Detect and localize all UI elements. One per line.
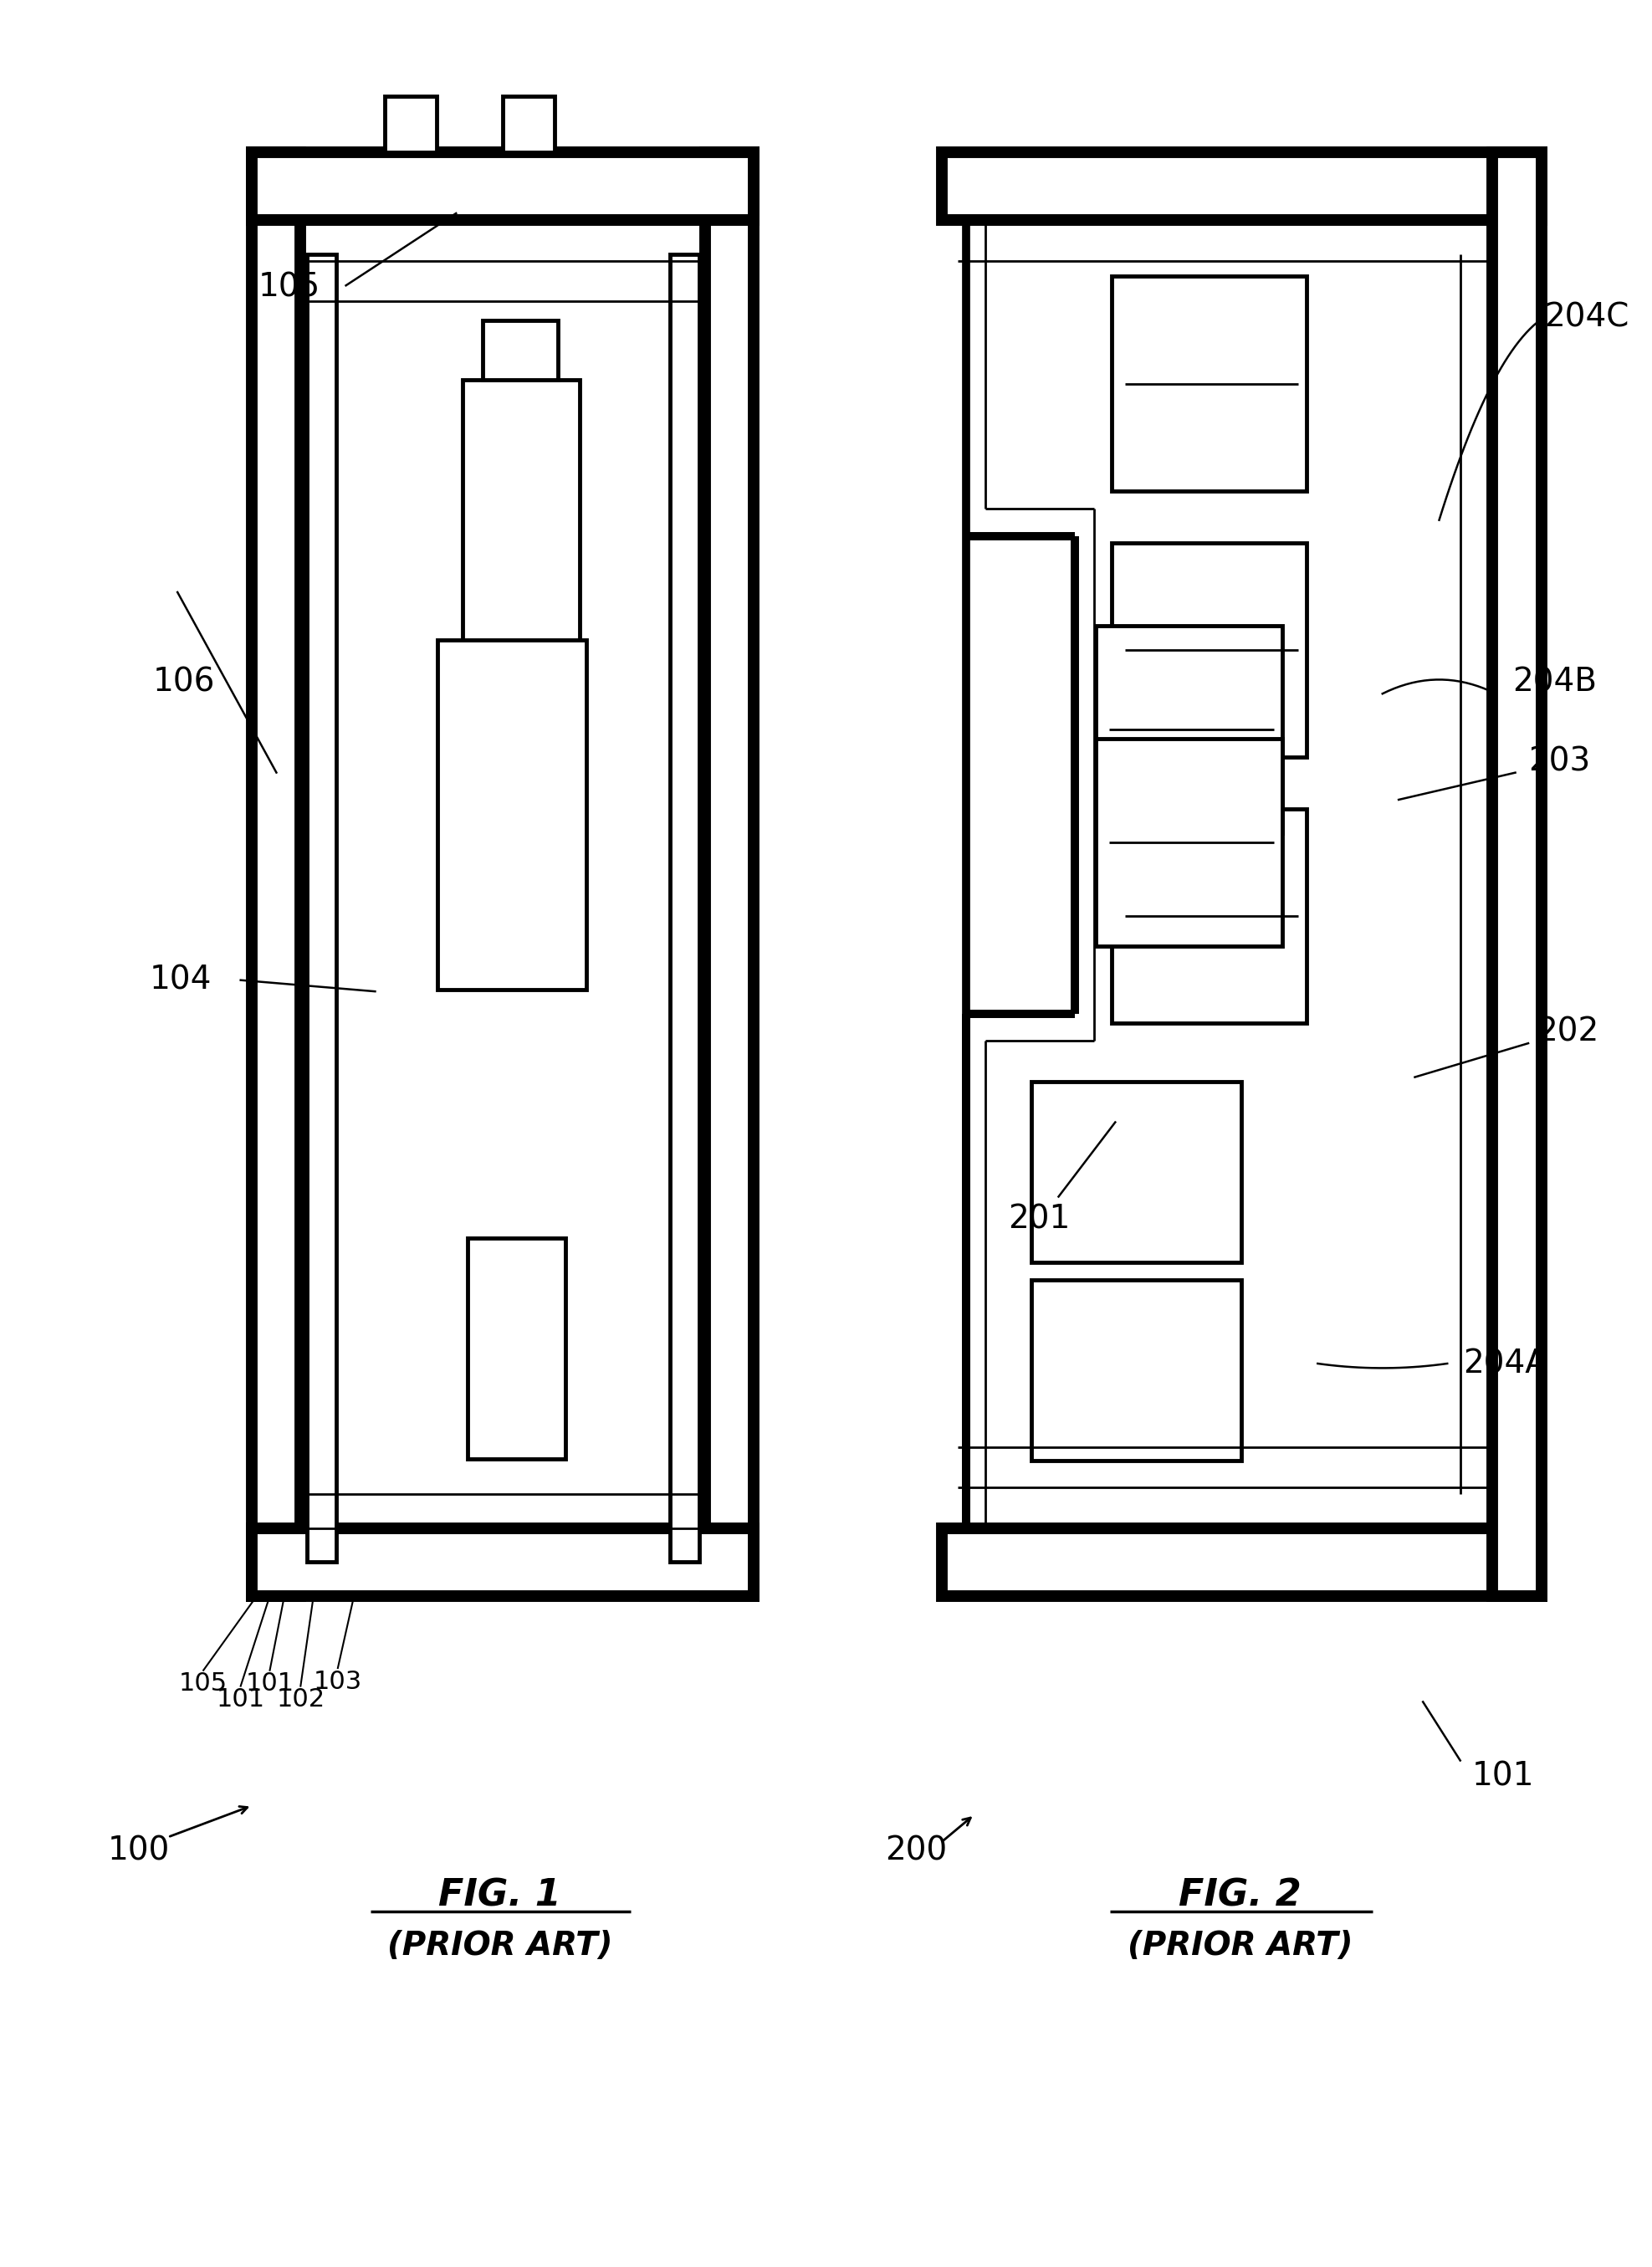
- Bar: [942, 152, 1541, 220]
- Bar: [1112, 277, 1307, 490]
- Text: 105: 105: [258, 272, 320, 304]
- Text: 106: 106: [152, 666, 215, 698]
- Text: 203: 203: [1528, 746, 1591, 778]
- Bar: [1095, 626, 1282, 834]
- Bar: [1095, 739, 1282, 945]
- Bar: [669, 254, 699, 1562]
- Text: 101: 101: [216, 1687, 264, 1712]
- Bar: [438, 639, 586, 991]
- Text: 105: 105: [178, 1671, 228, 1696]
- Text: FIG. 2: FIG. 2: [1178, 1877, 1302, 1913]
- Text: 100: 100: [107, 1834, 170, 1866]
- Text: 101: 101: [1472, 1761, 1533, 1793]
- Bar: [253, 1528, 753, 1596]
- Bar: [502, 95, 555, 152]
- Text: 104: 104: [150, 963, 211, 995]
- Bar: [1031, 1281, 1242, 1460]
- Bar: [482, 320, 558, 381]
- Bar: [1112, 542, 1307, 757]
- Text: 204B: 204B: [1512, 666, 1596, 698]
- Bar: [307, 254, 337, 1562]
- Bar: [1031, 1081, 1242, 1263]
- Bar: [468, 1238, 565, 1458]
- Text: 200: 200: [885, 1834, 947, 1866]
- Text: 101: 101: [246, 1671, 294, 1696]
- Bar: [463, 381, 580, 651]
- Bar: [385, 95, 436, 152]
- Bar: [1112, 809, 1307, 1022]
- Text: FIG. 1: FIG. 1: [438, 1877, 562, 1913]
- Text: 202: 202: [1536, 1016, 1599, 1047]
- Text: 201: 201: [1008, 1204, 1070, 1236]
- Text: 204C: 204C: [1545, 302, 1629, 333]
- Bar: [705, 152, 753, 1596]
- Text: (PRIOR ART): (PRIOR ART): [1127, 1929, 1353, 1961]
- Text: 204A: 204A: [1464, 1347, 1548, 1378]
- Bar: [1493, 152, 1541, 1596]
- Text: 103: 103: [314, 1669, 362, 1693]
- Bar: [253, 152, 301, 1596]
- Text: 102: 102: [276, 1687, 325, 1712]
- Bar: [942, 1528, 1541, 1596]
- Bar: [253, 152, 753, 220]
- Text: (PRIOR ART): (PRIOR ART): [387, 1929, 613, 1961]
